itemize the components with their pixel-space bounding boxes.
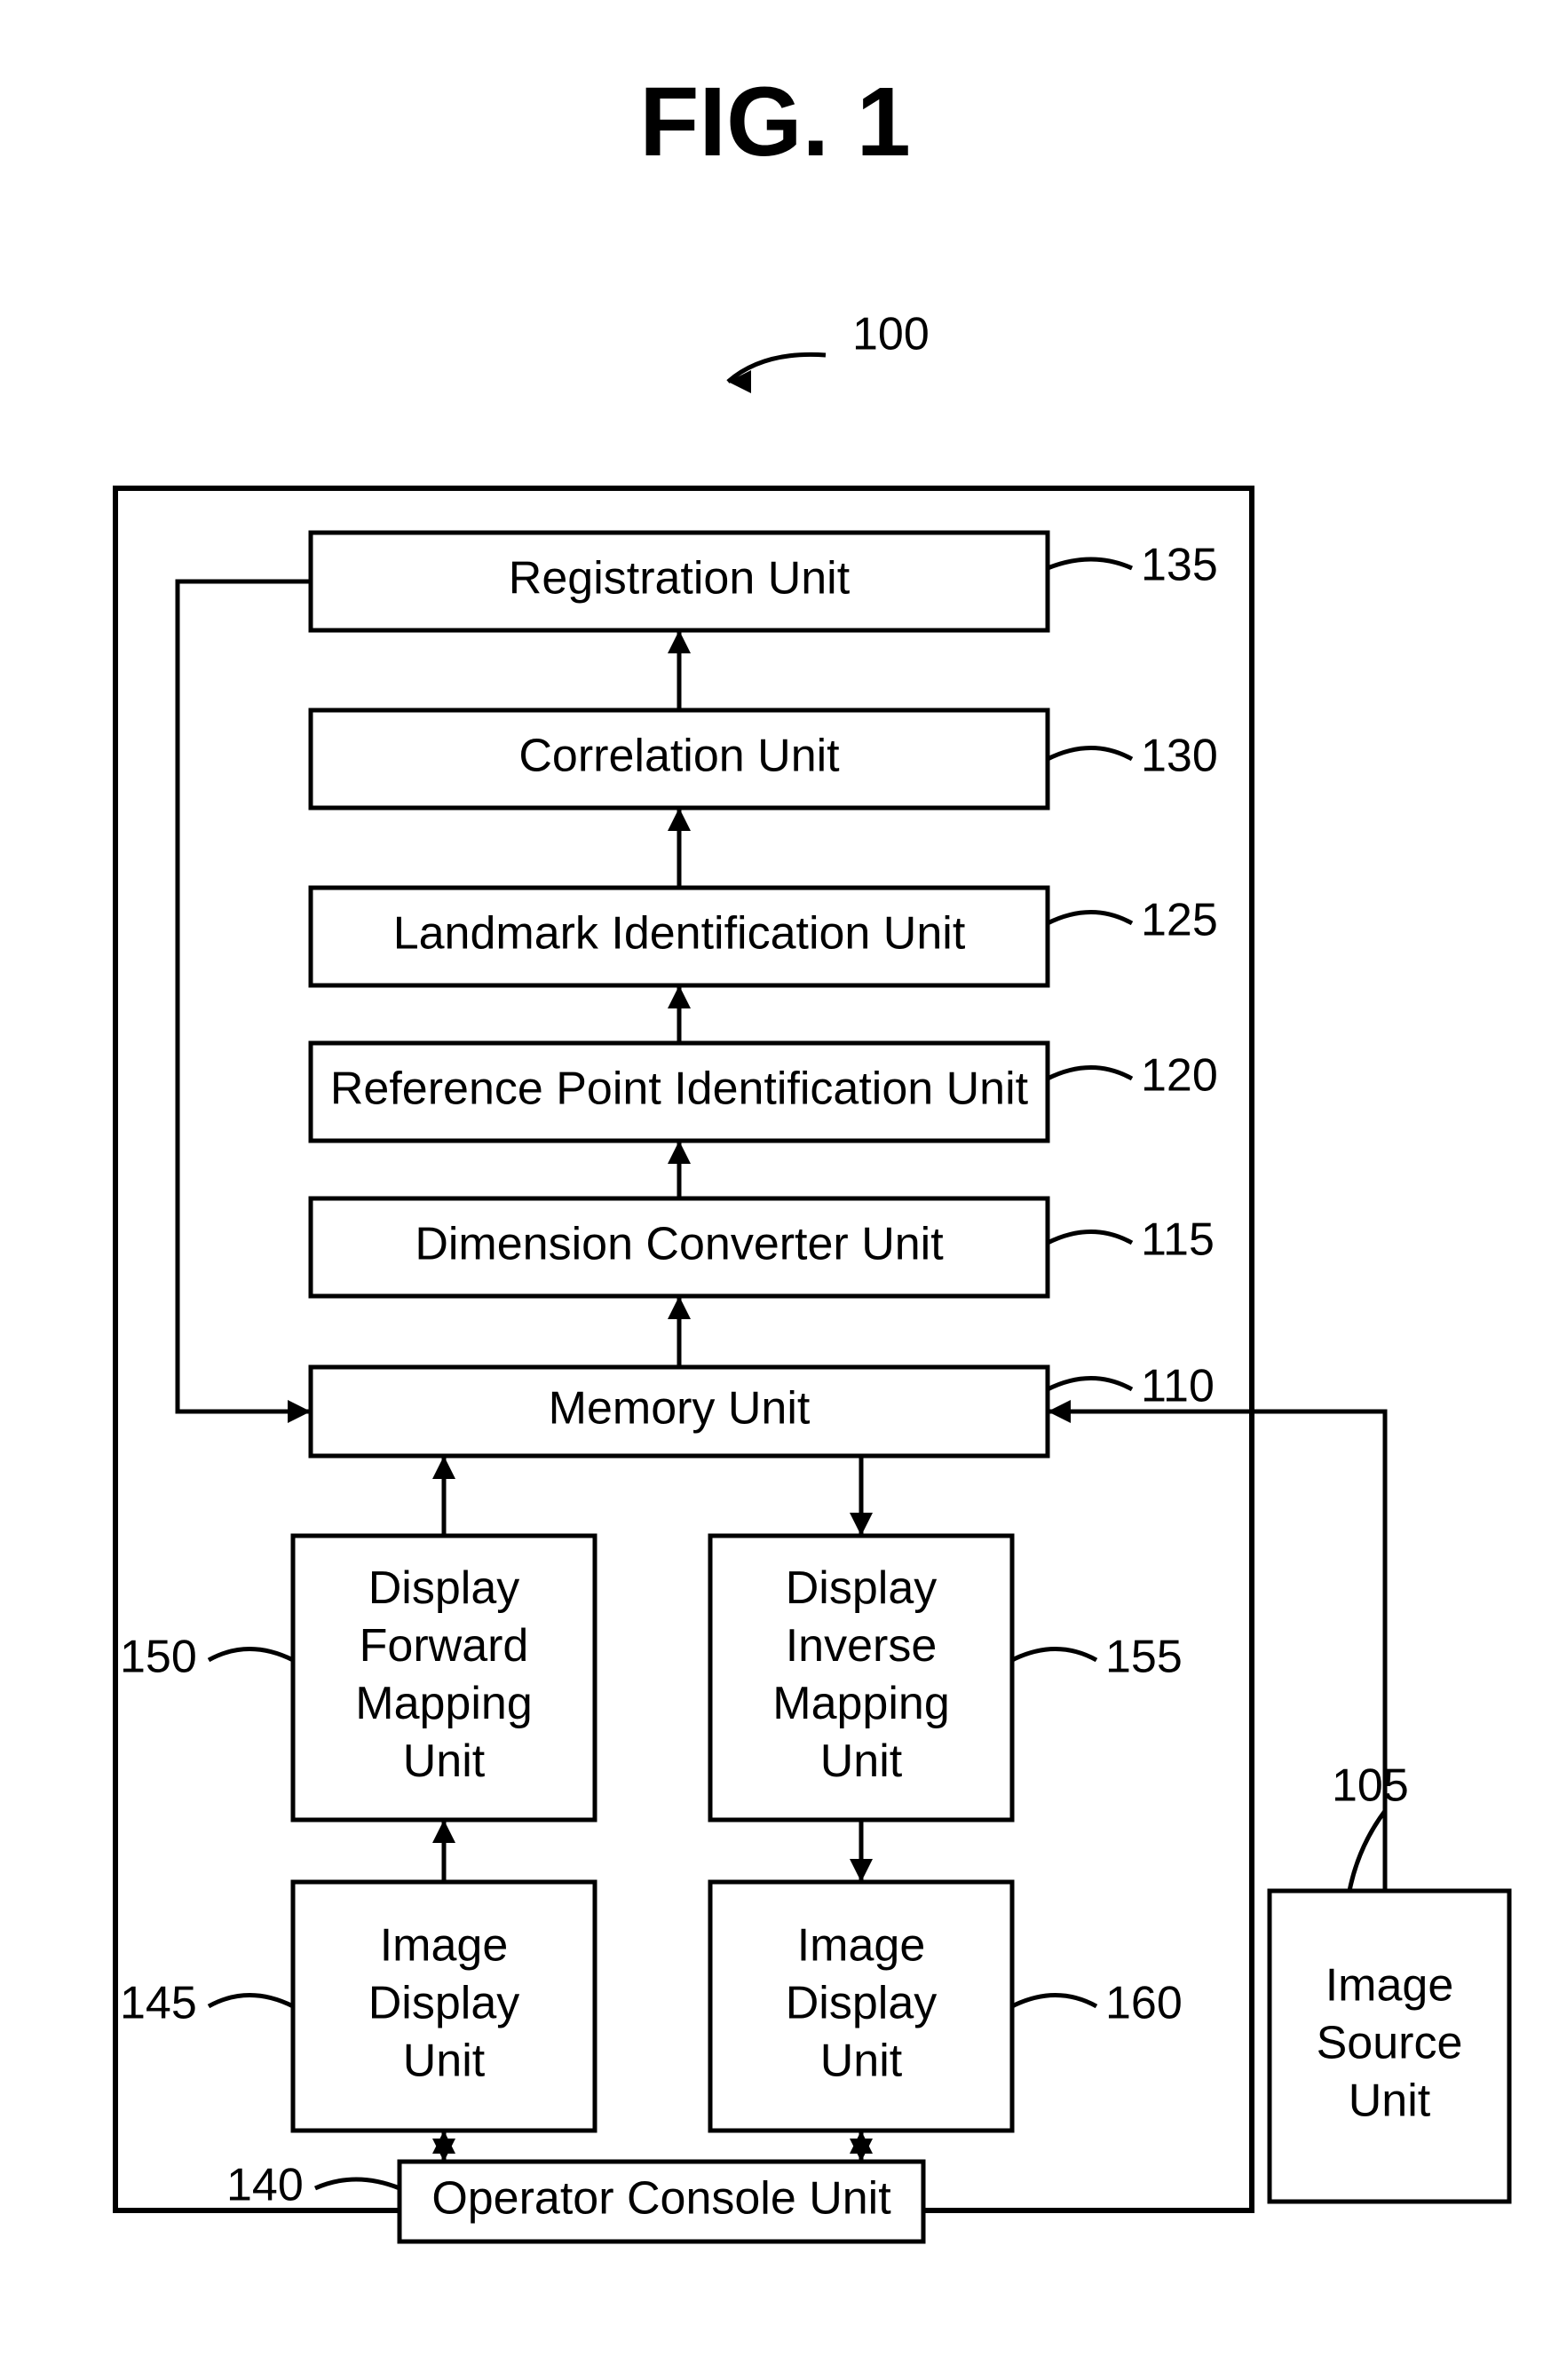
block-b130: Correlation Unit <box>311 710 1048 808</box>
ref-label-b160: 160 <box>1105 1978 1183 2029</box>
block-label-line: Image <box>380 1920 509 1972</box>
block-label-line: Display <box>368 1562 520 1614</box>
ref-label-b125: 125 <box>1141 895 1218 946</box>
block-b145: Image Display Unit <box>293 1882 595 2131</box>
ref-label-b115: 115 <box>1141 1214 1215 1266</box>
block-b115: Dimension Converter Unit <box>311 1198 1048 1296</box>
block-label-line: Mapping <box>355 1678 532 1729</box>
ref-label-b105: 105 <box>1332 1760 1409 1812</box>
block-label: Memory Unit <box>549 1383 811 1435</box>
block-label-line: Image <box>1325 1960 1454 2012</box>
ref-label-b110: 110 <box>1141 1361 1215 1412</box>
block-b140: Operator Console Unit <box>400 2162 923 2242</box>
block-label-line: Display <box>786 1978 938 2029</box>
block-b155: Display Inverse Mapping Unit <box>710 1536 1012 1820</box>
ref-label-b155: 155 <box>1105 1632 1183 1683</box>
ref-label-b130: 130 <box>1141 731 1218 782</box>
ref-label-b120: 120 <box>1141 1050 1218 1102</box>
ref-label-b145: 145 <box>120 1978 197 2029</box>
block-label-line: Unit <box>820 1736 903 1787</box>
block-label-line: Mapping <box>772 1678 949 1729</box>
block-b105: Image Source Unit <box>1270 1891 1509 2202</box>
block-label-line: Forward <box>360 1620 529 1672</box>
block-label: Operator Console Unit <box>431 2173 891 2225</box>
block-label-line: Inverse <box>786 1620 938 1672</box>
block-label-line: Unit <box>1349 2076 1431 2127</box>
block-b150: Display Forward Mapping Unit <box>293 1536 595 1820</box>
block-label: Landmark Identification Unit <box>393 908 966 960</box>
block-label: Correlation Unit <box>518 731 840 782</box>
block-label-line: Unit <box>403 1736 486 1787</box>
block-label: Registration Unit <box>509 553 851 605</box>
block-b160: Image Display Unit <box>710 1882 1012 2131</box>
block-label-line: Unit <box>820 2036 903 2087</box>
block-b110: Memory Unit <box>311 1367 1048 1456</box>
block-label-line: Display <box>368 1978 520 2029</box>
block-b135: Registration Unit <box>311 533 1048 630</box>
ref-label-b150: 150 <box>120 1632 197 1683</box>
ref-label-b135: 135 <box>1141 540 1218 591</box>
figure-title: FIG. 1 <box>639 67 911 177</box>
block-b120: Reference Point Identification Unit <box>311 1043 1048 1141</box>
block-label: Reference Point Identification Unit <box>330 1063 1029 1115</box>
block-label-line: Display <box>786 1562 938 1614</box>
ref-label-b140: 140 <box>226 2160 304 2211</box>
block-label: Dimension Converter Unit <box>415 1219 944 1270</box>
block-label-line: Image <box>797 1920 926 1972</box>
ref-label-100: 100 <box>852 309 930 360</box>
block-label-line: Source <box>1317 2018 1463 2069</box>
block-b125: Landmark Identification Unit <box>311 888 1048 985</box>
block-label-line: Unit <box>403 2036 486 2087</box>
